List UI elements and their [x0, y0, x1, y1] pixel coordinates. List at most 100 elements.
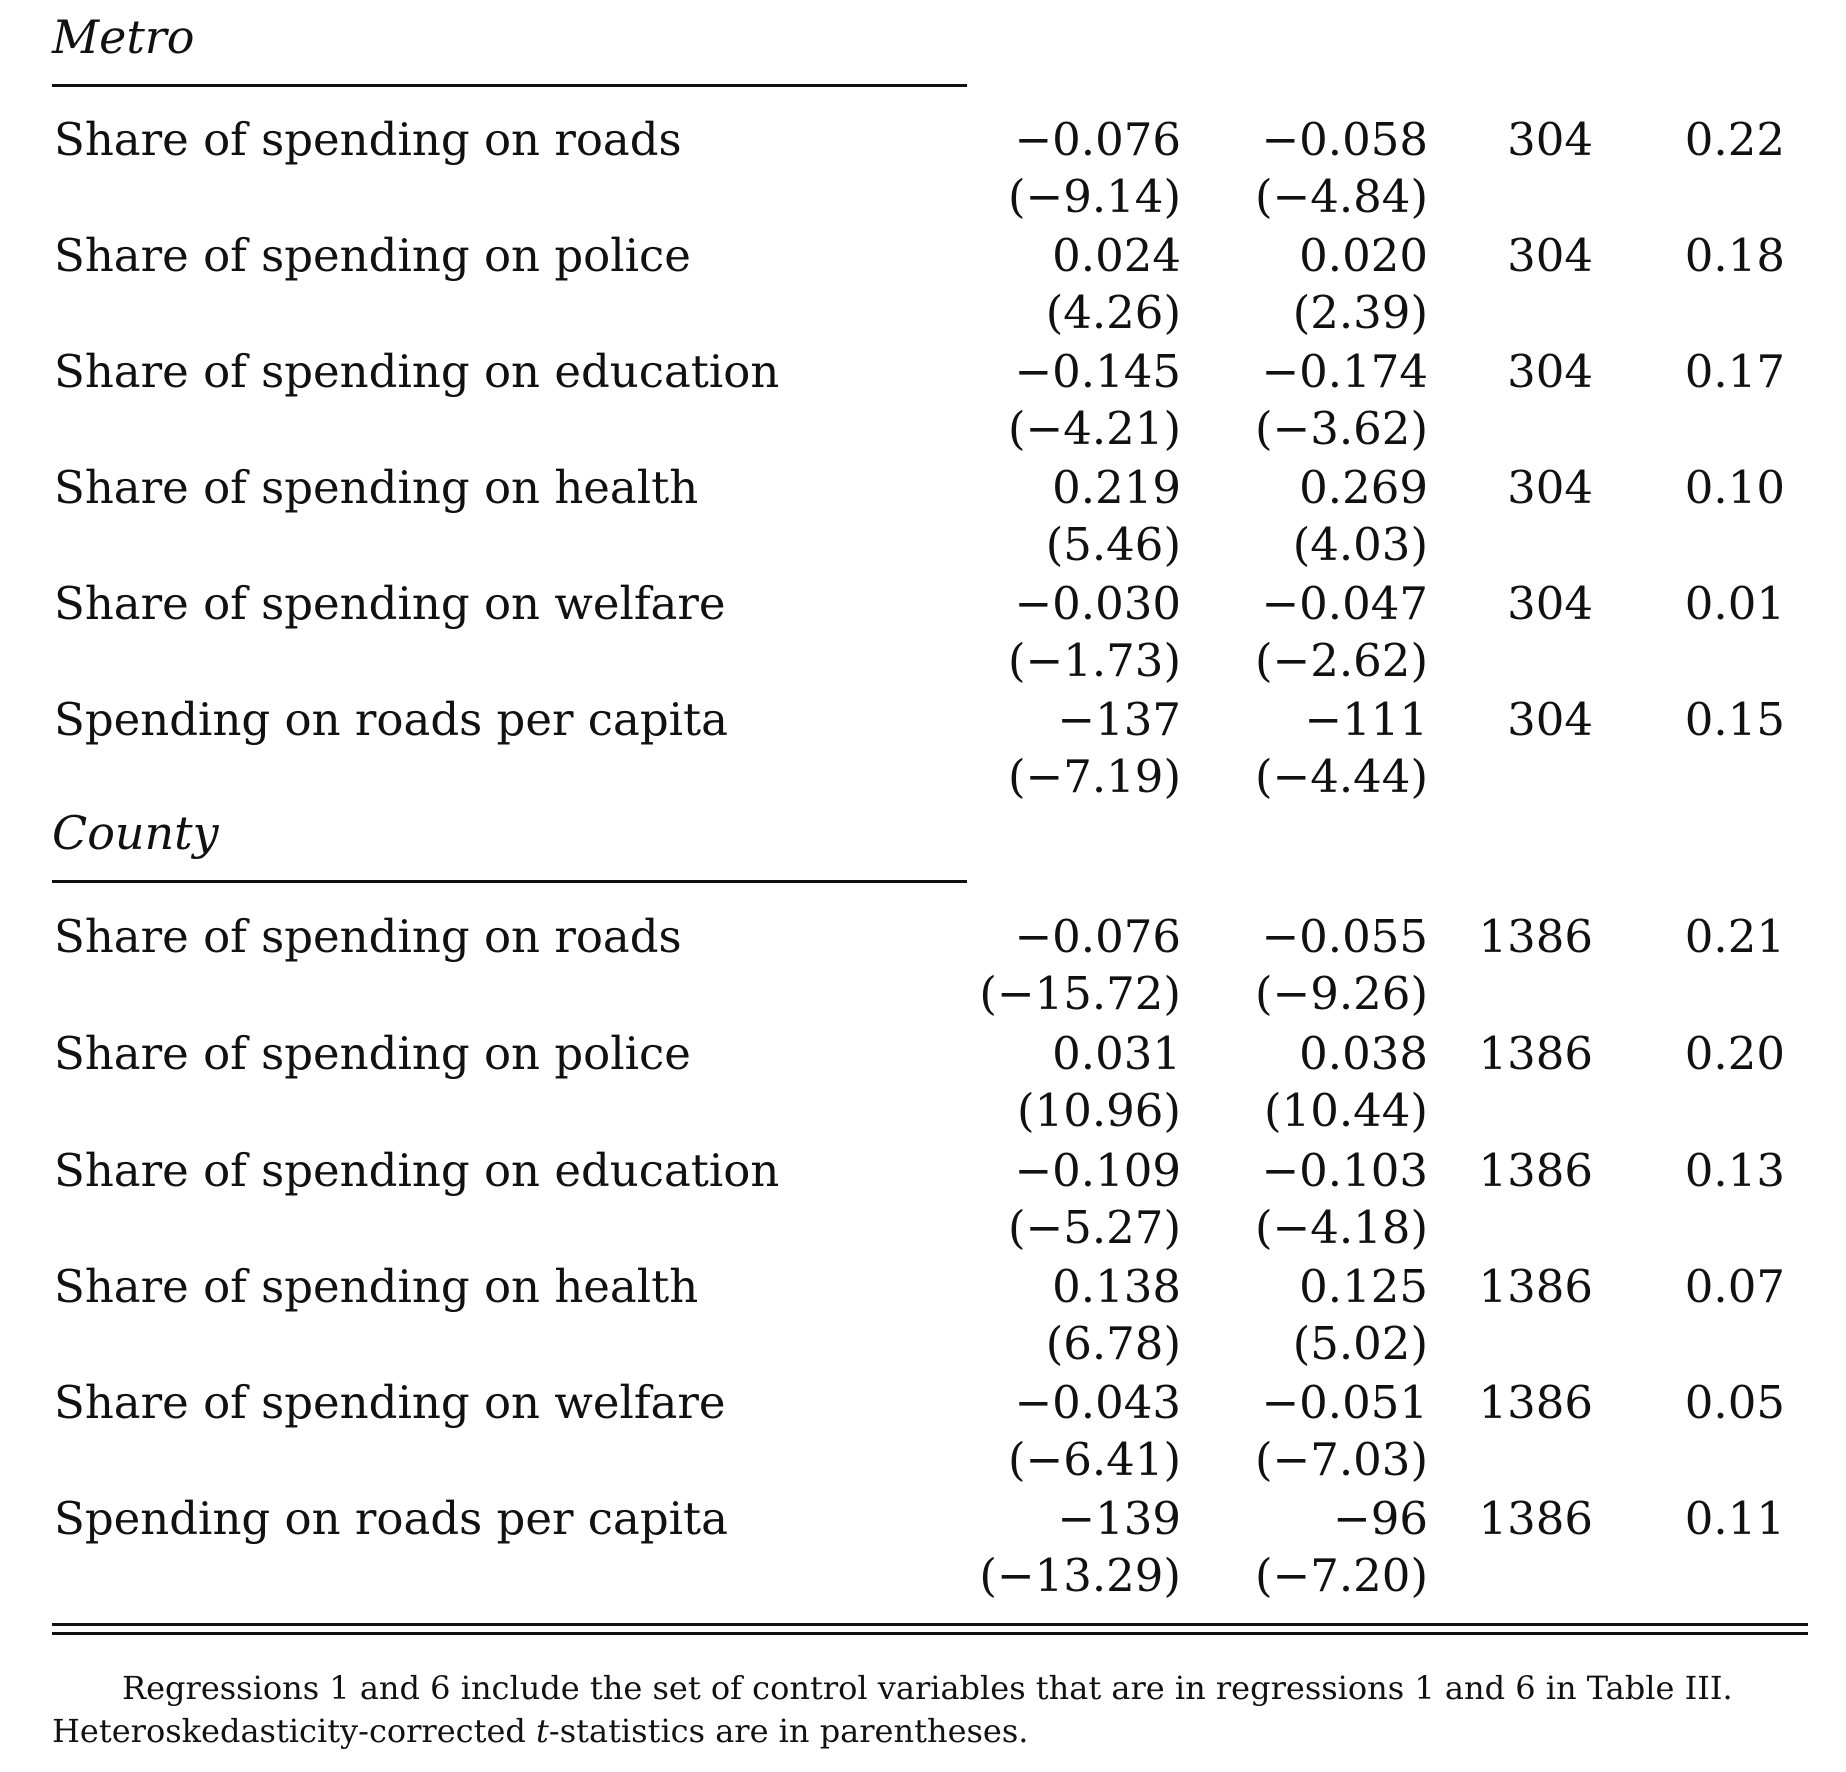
section-title-county: County [52, 806, 219, 860]
obs-count: 304 [1507, 461, 1593, 514]
table-row: Share of spending on police 0.024 0.020 … [0, 227, 1846, 343]
tstat-col2: (−4.18) [1254, 1201, 1428, 1254]
coef-col2: −0.174 [1261, 345, 1428, 398]
coef-col1: 0.024 [1052, 229, 1181, 282]
coef-col2: −0.103 [1261, 1144, 1428, 1197]
row-label: Share of spending on education [54, 1144, 780, 1197]
coef-col2: 0.038 [1299, 1027, 1428, 1080]
obs-count: 304 [1507, 345, 1593, 398]
row-label: Share of spending on roads [54, 113, 682, 166]
tstat-col2: (2.39) [1292, 286, 1428, 339]
tstat-col1: (6.78) [1045, 1317, 1181, 1370]
r-squared: 0.07 [1684, 1260, 1785, 1313]
r-squared: 0.15 [1684, 693, 1785, 746]
tstat-col1: (−4.21) [1007, 402, 1181, 455]
coef-col1: −0.145 [1014, 345, 1181, 398]
table-row: Share of spending on police 0.031 0.038 … [0, 1025, 1846, 1141]
coef-col2: 0.125 [1299, 1260, 1428, 1313]
tstat-col1: (−5.27) [1007, 1201, 1181, 1254]
tstat-col2: (10.44) [1264, 1084, 1428, 1137]
table-row: Share of spending on roads −0.076 −0.055… [0, 908, 1846, 1024]
coef-col1: 0.031 [1052, 1027, 1181, 1080]
table-row: Share of spending on health 0.219 0.269 … [0, 459, 1846, 575]
coef-col1: −0.043 [1014, 1376, 1181, 1429]
coef-col1: 0.138 [1052, 1260, 1181, 1313]
section-rule-county [52, 880, 967, 883]
row-label: Share of spending on health [54, 461, 699, 514]
footnote-t-italic: t [536, 1712, 549, 1750]
footnote-text-2b: -statistics are in parentheses. [548, 1712, 1029, 1750]
tstat-col2: (4.03) [1292, 518, 1428, 571]
tstat-col1: (4.26) [1045, 286, 1181, 339]
table-footnote: Regressions 1 and 6 include the set of c… [52, 1667, 1808, 1753]
r-squared: 0.05 [1684, 1376, 1785, 1429]
footnote-line-1: Regressions 1 and 6 include the set of c… [52, 1667, 1808, 1710]
table-row: Share of spending on welfare −0.043 −0.0… [0, 1374, 1846, 1490]
tstat-col2: (−2.62) [1254, 634, 1428, 687]
tstat-col2: (−9.26) [1254, 967, 1428, 1020]
table-bottom-rule-top [52, 1623, 1808, 1626]
coef-col1: −137 [1057, 693, 1181, 746]
obs-count: 1386 [1478, 1492, 1593, 1545]
tstat-col1: (−9.14) [1007, 170, 1181, 223]
r-squared: 0.11 [1684, 1492, 1785, 1545]
tstat-col1: (−1.73) [1007, 634, 1181, 687]
tstat-col1: (−13.29) [979, 1549, 1181, 1602]
row-label: Spending on roads per capita [54, 693, 728, 746]
tstat-col1: (10.96) [1017, 1084, 1181, 1137]
r-squared: 0.01 [1684, 577, 1785, 630]
obs-count: 1386 [1478, 1260, 1593, 1313]
table-row: Spending on roads per capita −137 −111 3… [0, 691, 1846, 807]
r-squared: 0.18 [1684, 229, 1785, 282]
coef-col2: −0.047 [1261, 577, 1428, 630]
section-title-metro: Metro [52, 10, 195, 64]
footnote-text-2a: Heteroskedasticity-corrected [52, 1712, 537, 1750]
r-squared: 0.13 [1684, 1144, 1785, 1197]
coef-col2: −0.051 [1261, 1376, 1428, 1429]
footnote-line-2: Heteroskedasticity-corrected t-statistic… [52, 1710, 1808, 1753]
tstat-col1: (−6.41) [1007, 1433, 1181, 1486]
table-row: Share of spending on education −0.109 −0… [0, 1142, 1846, 1258]
section-rule-metro [52, 84, 967, 87]
r-squared: 0.17 [1684, 345, 1785, 398]
table-row: Share of spending on welfare −0.030 −0.0… [0, 575, 1846, 691]
coef-col2: −0.055 [1261, 910, 1428, 963]
coef-col1: −139 [1057, 1492, 1181, 1545]
r-squared: 0.20 [1684, 1027, 1785, 1080]
tstat-col1: (5.46) [1045, 518, 1181, 571]
obs-count: 1386 [1478, 910, 1593, 963]
tstat-col2: (−4.44) [1254, 750, 1428, 803]
coef-col2: −96 [1333, 1492, 1428, 1545]
row-label: Share of spending on police [54, 229, 691, 282]
coef-col1: −0.030 [1014, 577, 1181, 630]
r-squared: 0.22 [1684, 113, 1785, 166]
row-label: Share of spending on welfare [54, 1376, 726, 1429]
footnote-text-1: Regressions 1 and 6 include the set of c… [122, 1669, 1733, 1707]
table-row: Spending on roads per capita −139 −96 13… [0, 1490, 1846, 1606]
table-row: Share of spending on education −0.145 −0… [0, 343, 1846, 459]
tstat-col1: (−7.19) [1007, 750, 1181, 803]
obs-count: 304 [1507, 577, 1593, 630]
obs-count: 1386 [1478, 1144, 1593, 1197]
coef-col1: 0.219 [1052, 461, 1181, 514]
tstat-col2: (−7.20) [1254, 1549, 1428, 1602]
obs-count: 1386 [1478, 1027, 1593, 1080]
table-row: Share of spending on health 0.138 0.125 … [0, 1258, 1846, 1374]
row-label: Share of spending on roads [54, 910, 682, 963]
row-label: Share of spending on police [54, 1027, 691, 1080]
obs-count: 304 [1507, 113, 1593, 166]
coef-col2: −111 [1304, 693, 1428, 746]
coef-col1: −0.076 [1014, 910, 1181, 963]
tstat-col2: (5.02) [1292, 1317, 1428, 1370]
tstat-col2: (−3.62) [1254, 402, 1428, 455]
coef-col2: 0.020 [1299, 229, 1428, 282]
row-label: Share of spending on welfare [54, 577, 726, 630]
r-squared: 0.10 [1684, 461, 1785, 514]
row-label: Share of spending on education [54, 345, 780, 398]
row-label: Share of spending on health [54, 1260, 699, 1313]
tstat-col2: (−7.03) [1254, 1433, 1428, 1486]
tstat-col2: (−4.84) [1254, 170, 1428, 223]
row-label: Spending on roads per capita [54, 1492, 728, 1545]
table-row: Share of spending on roads −0.076 −0.058… [0, 111, 1846, 227]
coef-col2: 0.269 [1299, 461, 1428, 514]
